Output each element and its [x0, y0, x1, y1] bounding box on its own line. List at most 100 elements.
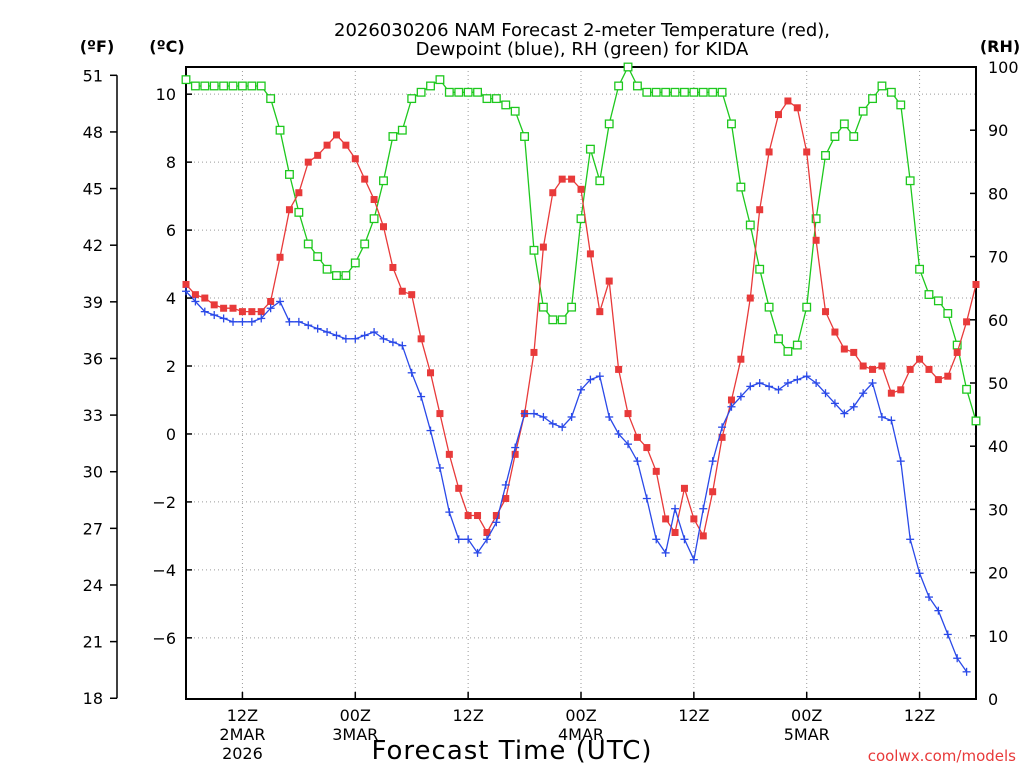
fahrenheit-tick-label: 45	[83, 180, 103, 199]
temperature-point	[370, 196, 378, 204]
fahrenheit-tick-label: 39	[83, 293, 103, 312]
rh-point	[501, 100, 511, 110]
temperature-point	[859, 362, 867, 370]
temperature-point	[680, 484, 688, 492]
temperature-point	[210, 301, 218, 309]
temperature-point	[267, 297, 275, 305]
temperature-point	[474, 512, 482, 520]
dewpoint-point	[520, 409, 529, 418]
x-tick-label: 12Z	[904, 706, 935, 725]
rh-point	[933, 296, 943, 306]
rh-point	[444, 87, 454, 97]
rh-line	[181, 62, 981, 426]
celsius-unit-label: (ºC)	[149, 37, 184, 56]
temperature-point	[182, 280, 190, 288]
fahrenheit-tick-label: 33	[83, 406, 103, 425]
rh-point	[360, 239, 370, 249]
rh-tick-label: 30	[988, 500, 1008, 519]
temperature-point	[812, 236, 820, 244]
temperature-point	[596, 308, 604, 316]
rh-point	[971, 416, 981, 426]
rh-point	[256, 81, 266, 91]
rh-point	[858, 106, 868, 116]
dewpoint-point	[464, 535, 473, 544]
fahrenheit-tick-label: 18	[83, 689, 103, 708]
rh-point	[952, 340, 962, 350]
credit-text: coolwx.com/models	[868, 747, 1016, 765]
dewpoint-point	[445, 508, 454, 517]
dewpoint-point	[379, 334, 388, 343]
rh-point	[839, 119, 849, 129]
temperature-series-line	[185, 100, 977, 538]
dewpoint-point	[877, 412, 886, 421]
rh-point	[303, 239, 313, 249]
temperature-point	[916, 355, 924, 363]
dewpoint-point	[360, 331, 369, 340]
dewpoint-point	[840, 409, 849, 418]
x-tick-date-label: 2MAR	[219, 725, 265, 744]
temperature-point	[906, 365, 914, 373]
dewpoint-point	[454, 535, 463, 544]
rh-point	[388, 132, 398, 141]
temperature-point	[605, 277, 613, 285]
celsius-tick-label: −6	[152, 629, 176, 648]
temperature-point	[803, 148, 811, 156]
temperature-point	[840, 345, 848, 353]
temperature-line	[182, 97, 980, 540]
temperature-point	[746, 294, 754, 302]
x-tick-label: 12Z	[452, 706, 483, 725]
temperature-point	[652, 467, 660, 475]
rh-point	[642, 87, 652, 97]
rh-tick-label: 10	[988, 627, 1008, 646]
temperature-point	[295, 189, 303, 197]
rh-point	[727, 119, 736, 129]
temperature-point	[257, 308, 265, 316]
rh-point	[538, 302, 548, 312]
rh-point	[905, 176, 915, 186]
temperature-point	[323, 141, 331, 149]
rh-point	[219, 81, 229, 91]
dewpoint-point	[370, 328, 379, 337]
dewpoint-point	[577, 385, 585, 394]
rh-point	[755, 264, 765, 274]
grid	[186, 67, 976, 699]
temperature-point	[248, 308, 256, 316]
dewpoint-point	[294, 317, 303, 326]
temperature-point	[220, 304, 228, 312]
temperature-point	[615, 365, 623, 373]
rh-point	[595, 176, 605, 186]
temperature-point	[934, 376, 942, 384]
dewpoint-point	[652, 535, 661, 544]
dewpoint-point	[558, 423, 567, 432]
rh-point	[463, 87, 473, 97]
rh-point	[247, 81, 257, 91]
dewpoint-point	[435, 463, 444, 472]
rh-point	[294, 207, 304, 217]
rh-point	[416, 87, 426, 97]
temperature-point	[690, 515, 698, 523]
rh-point	[341, 271, 351, 281]
fahrenheit-tick-label: 24	[83, 576, 103, 595]
rh-point	[228, 81, 238, 91]
dewpoint-point	[671, 504, 680, 513]
rh-point	[435, 75, 445, 85]
rh-point	[567, 302, 577, 312]
temperature-point	[361, 175, 369, 183]
x-tick-label: 12Z	[227, 706, 258, 725]
dewpoint-point	[182, 287, 190, 296]
dewpoint-point	[313, 324, 322, 333]
temperature-point	[897, 386, 905, 394]
rh-point	[332, 271, 341, 281]
temperature-point	[756, 206, 764, 214]
chart-title-line1: 2026030206 NAM Forecast 2-meter Temperat…	[334, 20, 830, 41]
rh-point	[886, 87, 896, 97]
rh-point	[275, 125, 285, 135]
temperature-point	[869, 365, 877, 373]
celsius-tick-label: 4	[166, 289, 176, 308]
rh-point	[896, 100, 906, 110]
dewpoint-point	[896, 457, 905, 466]
chart-title-line2: Dewpoint (blue), RH (green) for KIDA	[416, 39, 749, 60]
dewpoint-point	[755, 379, 764, 387]
dewpoint-point	[689, 555, 698, 564]
